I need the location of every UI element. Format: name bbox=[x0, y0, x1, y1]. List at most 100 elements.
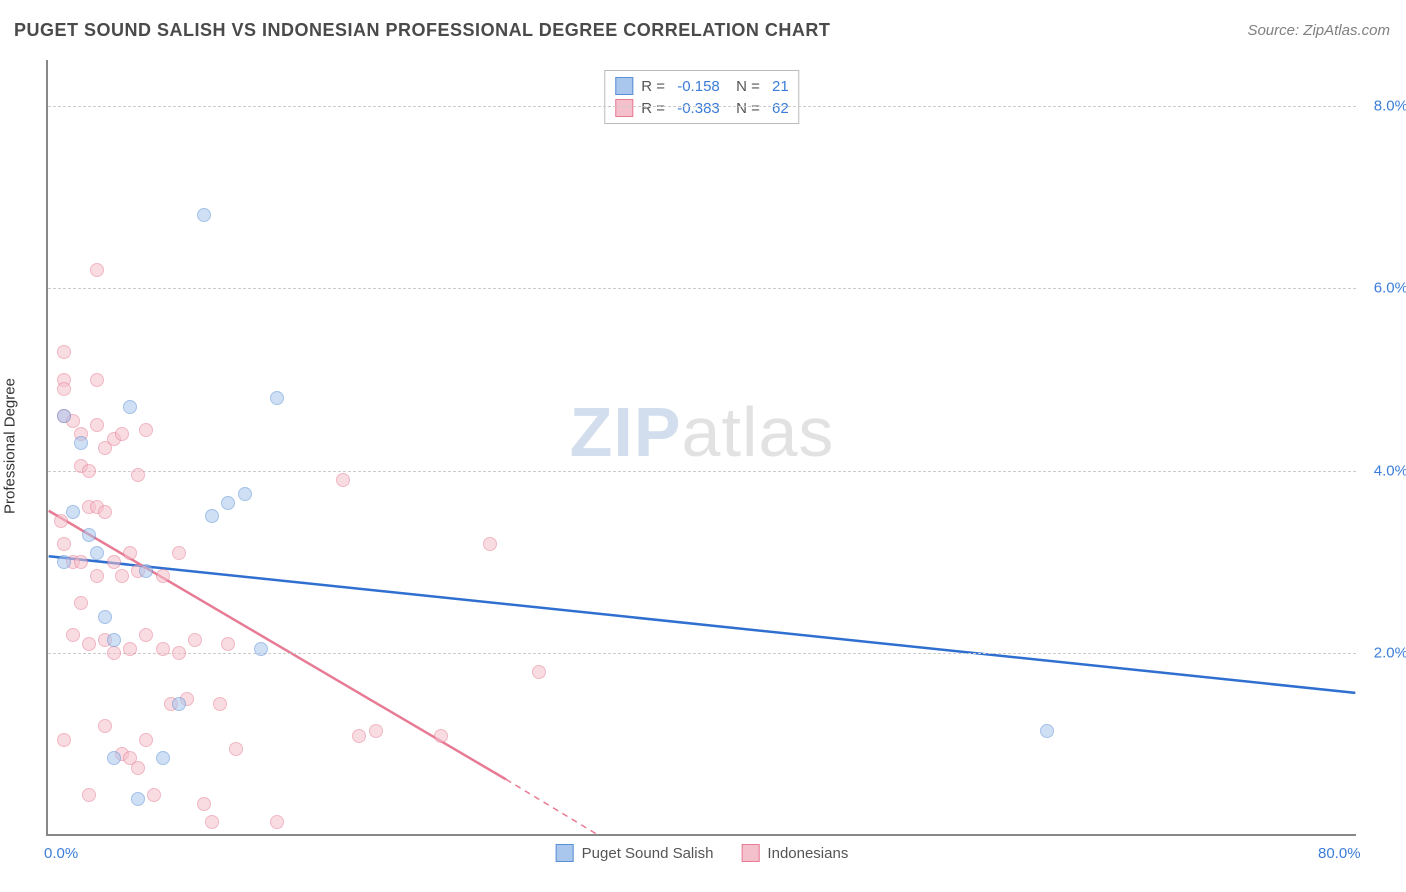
scatter-point bbox=[139, 733, 153, 747]
scatter-point bbox=[57, 733, 71, 747]
scatter-point bbox=[532, 665, 546, 679]
scatter-point bbox=[188, 633, 202, 647]
scatter-point bbox=[74, 436, 88, 450]
scatter-point bbox=[115, 569, 129, 583]
scatter-point bbox=[197, 208, 211, 222]
legend-item-0: Puget Sound Salish bbox=[556, 844, 714, 862]
scatter-point bbox=[82, 637, 96, 651]
scatter-point bbox=[57, 345, 71, 359]
scatter-point bbox=[270, 815, 284, 829]
scatter-point bbox=[74, 596, 88, 610]
source-label: Source: ZipAtlas.com bbox=[1247, 22, 1390, 39]
scatter-point bbox=[221, 637, 235, 651]
scatter-point bbox=[107, 555, 121, 569]
scatter-point bbox=[98, 719, 112, 733]
scatter-point bbox=[156, 751, 170, 765]
stat-r-0: -0.158 bbox=[677, 78, 720, 95]
gridline-h bbox=[48, 106, 1356, 107]
scatter-point bbox=[131, 761, 145, 775]
scatter-point bbox=[205, 815, 219, 829]
scatter-point bbox=[90, 373, 104, 387]
ytick-label: 8.0% bbox=[1374, 97, 1406, 114]
watermark-atlas: atlas bbox=[682, 393, 835, 471]
scatter-point bbox=[115, 427, 129, 441]
scatter-point bbox=[131, 468, 145, 482]
stat-label-n: N = bbox=[728, 78, 764, 95]
scatter-point bbox=[205, 509, 219, 523]
stat-label-r: R = bbox=[641, 100, 669, 117]
trend-line bbox=[49, 556, 1356, 693]
scatter-point bbox=[254, 642, 268, 656]
scatter-point bbox=[229, 742, 243, 756]
trend-line-extension bbox=[506, 779, 596, 834]
y-axis-label: Professional Degree bbox=[2, 378, 19, 514]
legend-label-0: Puget Sound Salish bbox=[582, 845, 714, 862]
scatter-point bbox=[90, 418, 104, 432]
scatter-point bbox=[123, 400, 137, 414]
ytick-label: 6.0% bbox=[1374, 280, 1406, 297]
scatter-point bbox=[66, 628, 80, 642]
legend-swatch-0 bbox=[556, 844, 574, 862]
legend-item-1: Indonesians bbox=[741, 844, 848, 862]
scatter-point bbox=[352, 729, 366, 743]
legend-stats-row-0: R = -0.158 N = 21 bbox=[615, 75, 788, 97]
scatter-point bbox=[57, 409, 71, 423]
scatter-point bbox=[57, 382, 71, 396]
scatter-point bbox=[90, 569, 104, 583]
trend-lines-svg bbox=[48, 60, 1356, 834]
scatter-point bbox=[107, 633, 121, 647]
scatter-point bbox=[82, 528, 96, 542]
scatter-point bbox=[139, 564, 153, 578]
scatter-point bbox=[238, 487, 252, 501]
legend-stats-box: R = -0.158 N = 21 R = -0.383 N = 62 bbox=[604, 70, 799, 124]
stat-label-n: N = bbox=[728, 100, 764, 117]
scatter-point bbox=[434, 729, 448, 743]
chart-title: PUGET SOUND SALISH VS INDONESIAN PROFESS… bbox=[14, 20, 830, 41]
scatter-point bbox=[369, 724, 383, 738]
scatter-point bbox=[172, 697, 186, 711]
swatch-series-1 bbox=[615, 99, 633, 117]
scatter-point bbox=[172, 546, 186, 560]
legend-bottom: Puget Sound Salish Indonesians bbox=[556, 844, 849, 862]
ytick-label: 2.0% bbox=[1374, 645, 1406, 662]
scatter-point bbox=[57, 537, 71, 551]
scatter-point bbox=[221, 496, 235, 510]
stat-n-1: 62 bbox=[772, 100, 789, 117]
scatter-point bbox=[1040, 724, 1054, 738]
scatter-point bbox=[123, 546, 137, 560]
scatter-point bbox=[98, 610, 112, 624]
scatter-point bbox=[66, 505, 80, 519]
scatter-point bbox=[82, 788, 96, 802]
legend-stats-row-1: R = -0.383 N = 62 bbox=[615, 97, 788, 119]
gridline-h bbox=[48, 288, 1356, 289]
gridline-h bbox=[48, 653, 1356, 654]
scatter-point bbox=[74, 555, 88, 569]
swatch-series-0 bbox=[615, 77, 633, 95]
scatter-point bbox=[213, 697, 227, 711]
scatter-point bbox=[82, 464, 96, 478]
scatter-point bbox=[147, 788, 161, 802]
scatter-point bbox=[90, 263, 104, 277]
scatter-point bbox=[197, 797, 211, 811]
stat-n-0: 21 bbox=[772, 78, 789, 95]
scatter-point bbox=[139, 423, 153, 437]
scatter-point bbox=[156, 569, 170, 583]
scatter-point bbox=[156, 642, 170, 656]
plot-area: ZIPatlas R = -0.158 N = 21 R = -0.383 N … bbox=[46, 60, 1356, 836]
gridline-h bbox=[48, 471, 1356, 472]
scatter-point bbox=[107, 646, 121, 660]
watermark: ZIPatlas bbox=[570, 392, 835, 472]
scatter-point bbox=[172, 646, 186, 660]
scatter-point bbox=[54, 514, 68, 528]
scatter-point bbox=[57, 555, 71, 569]
scatter-point bbox=[98, 505, 112, 519]
ytick-label: 4.0% bbox=[1374, 462, 1406, 479]
stat-label-r: R = bbox=[641, 78, 669, 95]
scatter-point bbox=[131, 792, 145, 806]
xtick-label: 0.0% bbox=[44, 845, 78, 862]
legend-swatch-1 bbox=[741, 844, 759, 862]
xtick-label: 80.0% bbox=[1318, 845, 1361, 862]
scatter-point bbox=[107, 751, 121, 765]
scatter-point bbox=[90, 546, 104, 560]
scatter-point bbox=[483, 537, 497, 551]
